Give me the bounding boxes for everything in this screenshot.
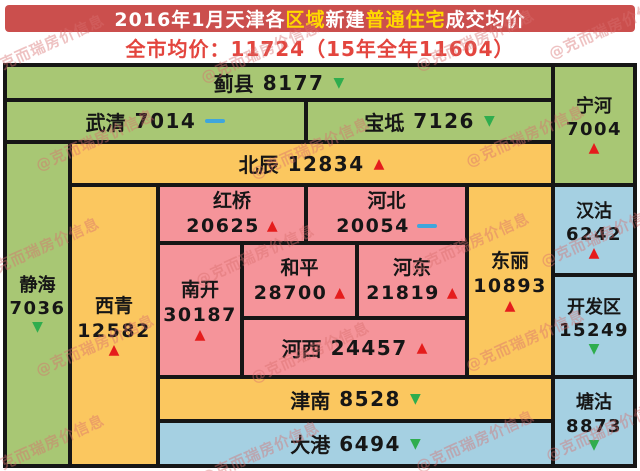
district-label: 宝坻: [364, 110, 405, 135]
district-price: 6494: [339, 431, 401, 456]
district-label: 东丽: [490, 250, 529, 273]
trend-down-icon: ▼: [333, 74, 345, 91]
district-cell-xiqing: 西青 12582 ▲: [70, 185, 158, 466]
trend-up-icon: ▲: [588, 245, 600, 262]
trend-down-icon: ▼: [409, 435, 421, 452]
trend-up-icon: ▲: [446, 284, 458, 301]
district-price: 20625: [186, 215, 260, 237]
price-trend-row: 28700 ▲: [254, 281, 345, 306]
district-label: 河西: [281, 337, 322, 361]
district-cell-heping: 和平 28700 ▲: [242, 243, 357, 318]
district-label: 和平: [280, 256, 319, 279]
trend-down-icon: ▼: [409, 391, 421, 407]
title-highlight-text: 区域: [285, 9, 326, 31]
district-label: 静海: [19, 274, 56, 296]
district-price: 21819: [366, 281, 440, 304]
district-label: 武清: [85, 110, 126, 135]
title-text: 2016年1月天津各: [114, 9, 286, 31]
price-trend-row: 20625 ▲: [186, 214, 277, 239]
district-cell-jinghai: 静海 7036 ▼: [5, 142, 70, 466]
title-text: 成交均价: [445, 9, 526, 31]
district-price: 7004: [565, 119, 623, 140]
district-label: 北辰: [238, 153, 279, 177]
district-price: 7126: [413, 109, 475, 133]
trend-up-icon: ▲: [108, 342, 120, 359]
district-label: 红桥: [212, 190, 251, 213]
district-label: 蓟县: [213, 72, 254, 96]
trend-up-icon: ▲: [416, 339, 428, 356]
trend-flat-icon: [416, 224, 437, 229]
price-trend-row: 20054: [336, 214, 437, 239]
district-price: 28700: [253, 281, 328, 304]
district-price: 7036: [9, 298, 66, 319]
district-price: 20054: [336, 215, 410, 237]
trend-up-icon: ▲: [504, 297, 516, 314]
district-price: 7014: [134, 109, 197, 133]
price-trend-row: 21819 ▲: [366, 281, 457, 306]
title-text: 新建: [325, 9, 366, 31]
district-price: 8873: [565, 415, 623, 437]
district-cell-hedong: 河东 21819 ▲: [357, 243, 467, 318]
district-cell-jixian: 蓟县 8177 ▼: [5, 65, 553, 100]
district-cell-dongli: 东丽 10893 ▲: [467, 185, 553, 377]
district-label: 河北: [367, 190, 406, 213]
trend-flat-icon: [205, 119, 226, 123]
district-cell-hangu: 汉沽 6242 ▲: [553, 185, 635, 275]
district-label: 汉沽: [576, 200, 612, 222]
page-title: 2016年1月天津各 区域 新建 普通住宅 成交均价: [5, 5, 635, 32]
trend-down-icon: ▼: [588, 341, 600, 358]
district-cell-tanggu: 塘沽 8873 ▼: [553, 377, 635, 466]
trend-up-icon: ▲: [373, 155, 385, 172]
trend-down-icon: ▼: [588, 436, 600, 453]
trend-up-icon: ▲: [194, 326, 206, 343]
district-cell-jinnan: 津南 8528 ▼: [158, 377, 553, 421]
district-cell-dagang: 大港 6494 ▼: [158, 421, 553, 466]
district-label: 津南: [290, 388, 331, 413]
district-label: 塘沽: [576, 392, 612, 414]
district-price: 8177: [262, 70, 325, 95]
district-cell-hebei: 河北 20054: [306, 185, 467, 243]
trend-up-icon: ▲: [588, 140, 600, 157]
district-label: 西青: [94, 294, 133, 317]
district-price-map: [3, 63, 637, 468]
district-label: 开发区: [567, 296, 621, 318]
district-label: 大港: [290, 433, 331, 457]
district-cell-baodi: 宝坻 7126 ▼: [306, 100, 553, 142]
district-price: 12834: [287, 151, 365, 176]
title-highlight-text: 普通住宅: [365, 9, 446, 31]
district-label: 宁河: [576, 95, 612, 117]
district-price: 24457: [330, 335, 408, 360]
district-cell-kaifaqu: 开发区 15249 ▼: [553, 275, 635, 377]
district-price: 15249: [558, 320, 630, 341]
trend-up-icon: ▲: [266, 218, 278, 235]
citywide-average-subtitle: 全市均价：11724（15年全年11604）: [125, 37, 515, 61]
district-label: 南开: [180, 279, 219, 302]
district-price: 12582: [77, 319, 151, 342]
district-cell-nankai: 南开 30187 ▲: [158, 243, 242, 377]
district-price: 10893: [473, 275, 547, 297]
district-price: 6242: [565, 224, 623, 245]
trend-down-icon: ▼: [483, 113, 495, 129]
district-cell-beichen: 北辰 12834 ▲: [70, 142, 553, 185]
district-cell-wuqing: 武清 7014: [5, 100, 306, 142]
district-cell-ninghe: 宁河 7004 ▲: [553, 65, 635, 185]
district-price: 30187: [163, 304, 237, 326]
district-cell-hexi: 河西 24457 ▲: [242, 318, 467, 377]
district-cell-hongqiao: 红桥 20625 ▲: [158, 185, 306, 243]
district-label: 河东: [392, 256, 431, 279]
trend-down-icon: ▼: [32, 319, 43, 336]
trend-up-icon: ▲: [334, 284, 346, 301]
district-price: 8528: [339, 387, 401, 411]
